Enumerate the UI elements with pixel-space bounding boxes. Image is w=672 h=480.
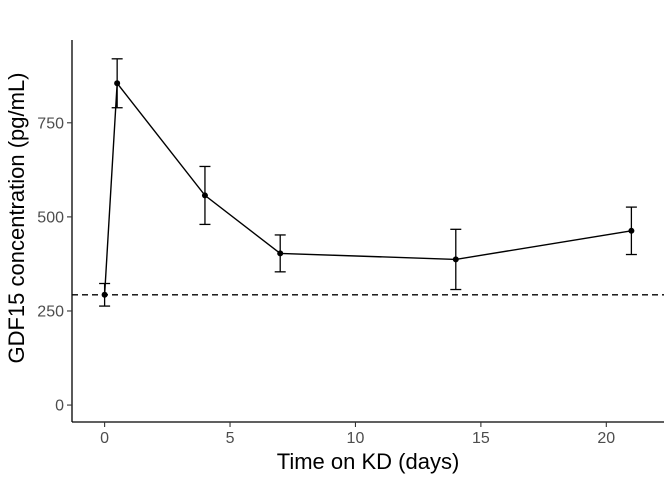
x-tick-label: 10	[347, 430, 365, 447]
series-line	[103, 81, 632, 295]
data-point	[101, 291, 108, 298]
x-tick-label: 5	[226, 430, 235, 447]
y-tick-label: 250	[37, 303, 64, 320]
data-point	[628, 227, 635, 234]
x-tick-label: 0	[100, 430, 109, 447]
x-axis-title: Time on KD (days)	[277, 449, 460, 474]
data-point	[277, 250, 284, 257]
x-tick-label: 15	[472, 430, 490, 447]
plot-area: 0 250 500 750 0 5 10 15 20	[37, 40, 664, 447]
y-axis-title: GDF15 concentration (pg/mL)	[4, 72, 29, 363]
y-tick-label: 0	[55, 398, 64, 415]
x-tick-label: 20	[597, 430, 615, 447]
data-point	[114, 80, 121, 87]
y-tick-label: 750	[37, 115, 64, 132]
data-point	[452, 256, 459, 263]
y-tick-label: 500	[37, 209, 64, 226]
data-point	[201, 192, 208, 199]
